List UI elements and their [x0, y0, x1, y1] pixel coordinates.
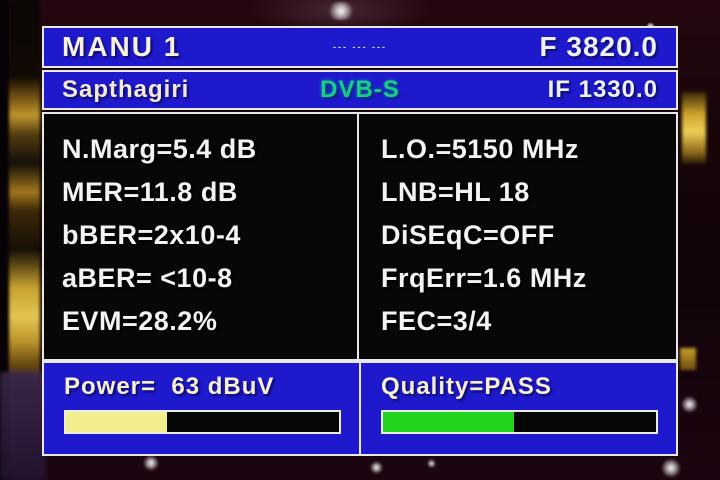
purple-glow-bottom-left — [0, 372, 46, 480]
left-edge-bar — [0, 0, 9, 480]
light-dot — [427, 459, 436, 468]
quality-readout: Quality=PASS — [381, 373, 552, 400]
quality-box: Quality=PASS — [359, 361, 678, 456]
frequency-readout: F 3820.0 — [539, 31, 659, 62]
light-dot — [681, 396, 698, 413]
mer-readout: MER=11.8 dB — [62, 177, 238, 207]
measurement-panel-left: N.Marg=5.4 dB MER=11.8 dB bBER=2x10-4 aB… — [42, 112, 359, 361]
provider-name: Sapthagiri — [62, 76, 190, 103]
measurement-panel-right: L.O.=5150 MHz LNB=HL 18 DiSEqC=OFF FrqEr… — [357, 112, 678, 361]
light-dot — [661, 458, 681, 478]
measurement-area: N.Marg=5.4 dB MER=11.8 dB bBER=2x10-4 aB… — [42, 112, 678, 361]
quality-bar-track — [381, 410, 658, 434]
power-bar-fill — [66, 412, 167, 432]
memory-title: MANU 1 — [62, 31, 182, 62]
header-bar: MANU 1 --- --- --- F 3820.0 — [42, 26, 678, 68]
level-bars-area: Power= 63 dBuV Quality=PASS — [42, 361, 678, 456]
diseqc-readout: DiSEqC=OFF — [381, 220, 555, 250]
light-glow — [326, 2, 356, 20]
header-separator: --- --- --- — [333, 42, 387, 52]
evm-readout: EVM=28.2% — [62, 306, 218, 336]
bber-readout: bBER=2x10-4 — [62, 220, 241, 250]
osd-panel: MANU 1 --- --- --- F 3820.0 Sapthagiri D… — [42, 26, 678, 456]
power-bar-track — [64, 410, 341, 434]
gold-statue-right — [682, 92, 706, 164]
channel-bar: Sapthagiri DVB-S IF 1330.0 — [42, 70, 678, 110]
noise-margin-readout: N.Marg=5.4 dB — [62, 134, 257, 164]
power-box: Power= 63 dBuV — [42, 361, 361, 456]
gold-fragment-right — [680, 348, 696, 370]
power-readout: Power= 63 dBuV — [64, 373, 275, 400]
light-dot — [143, 455, 159, 471]
fec-readout: FEC=3/4 — [381, 306, 492, 336]
freq-error-readout: FrqErr=1.6 MHz — [381, 263, 587, 293]
if-frequency-readout: IF 1330.0 — [547, 76, 659, 103]
lnb-readout: LNB=HL 18 — [381, 177, 530, 207]
lo-frequency-readout: L.O.=5150 MHz — [381, 134, 579, 164]
aber-readout: aBER= <10-8 — [62, 263, 233, 293]
signal-standard: DVB-S — [320, 76, 400, 103]
light-dot — [370, 461, 383, 474]
quality-bar-fill — [383, 412, 515, 432]
